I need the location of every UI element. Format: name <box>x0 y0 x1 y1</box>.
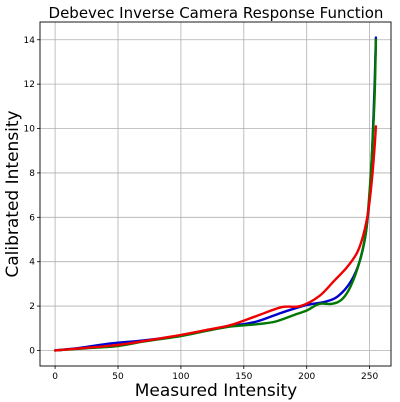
x-tick-label: 150 <box>235 372 252 382</box>
series-layer <box>53 36 378 352</box>
y-tick-label: 6 <box>29 213 35 223</box>
x-tick-label: 0 <box>52 372 58 382</box>
series-line-2 <box>53 38 378 352</box>
y-tick-label: 4 <box>29 258 35 268</box>
chart-title: Debevec Inverse Camera Response Function <box>49 4 384 22</box>
plot-frame <box>39 21 392 367</box>
y-tick-label: 2 <box>29 302 35 312</box>
x-tick-label: 100 <box>172 372 189 382</box>
y-tick-label: 14 <box>24 36 36 46</box>
y-tick-label: 10 <box>24 125 36 135</box>
y-axis-label: Calibrated Intensity <box>3 110 23 277</box>
y-tick-label: 0 <box>29 346 35 356</box>
grid <box>40 22 391 366</box>
y-tick-label: 8 <box>29 169 35 179</box>
x-axis-label: Measured Intensity <box>135 381 297 401</box>
x-tick-label: 50 <box>112 372 124 382</box>
y-tick-label: 12 <box>24 80 35 90</box>
series-line-3 <box>53 125 378 352</box>
x-tick-label: 200 <box>298 372 315 382</box>
x-tick-label: 250 <box>361 372 378 382</box>
tick-labels: 0 50 100 150 200 250 0 2 4 6 8 10 12 14 <box>24 36 379 382</box>
